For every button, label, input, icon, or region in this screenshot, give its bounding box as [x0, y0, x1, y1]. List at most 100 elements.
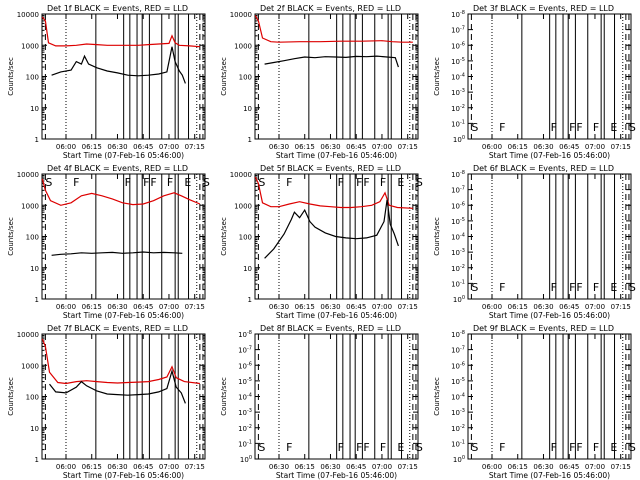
x-tick-label: 07:15 — [611, 463, 631, 471]
lld-series-line — [41, 16, 200, 48]
marker-letter: S — [258, 441, 265, 454]
panel-2: Det 2f BLACK = Events, RED = LLD 1 10 100 10… — [220, 4, 419, 160]
x-tick-label: 06:00 — [56, 303, 76, 311]
x-axis-label: Start Time (07-Feb-16 05:46:00) — [489, 151, 610, 160]
y-tick-label: 10-7 — [451, 346, 465, 355]
marker-letter: S — [203, 176, 210, 189]
y-tick-label: 1000 — [234, 42, 252, 50]
events-series-line — [51, 46, 186, 84]
y-tick-label: 10-3 — [451, 88, 465, 97]
marker-letter: F — [551, 441, 557, 454]
y-tick-label: 10-8 — [451, 330, 465, 339]
x-tick-label: 06:30 — [533, 143, 553, 151]
marker-letter: S — [629, 441, 636, 454]
x-tick-label: 07:00 — [585, 463, 605, 471]
x-tick-label: 06:30 — [269, 143, 289, 151]
y-tick-label: 10 — [30, 425, 39, 433]
marker-letter: S — [629, 121, 636, 134]
x-tick-label: 06:15 — [295, 463, 315, 471]
marker-letter: F — [338, 441, 344, 454]
y-tick-label: 10-7 — [238, 346, 252, 355]
y-tick-label: 100 — [26, 74, 39, 82]
x-tick-label: 06:15 — [508, 143, 528, 151]
y-tick-label: 10000 — [230, 11, 252, 19]
y-tick-label: 10-4 — [451, 233, 465, 242]
y-tick-label: 10000 — [17, 171, 39, 179]
x-tick-label: 06:30 — [320, 143, 340, 151]
y-axis-label: Counts/sec — [220, 57, 228, 96]
marker-letter: E — [610, 121, 617, 134]
y-tick-label: 10-2 — [451, 424, 465, 433]
y-tick-label: 10 — [30, 105, 39, 113]
x-tick-label: 07:00 — [159, 303, 179, 311]
x-tick-label: 06:45 — [559, 463, 579, 471]
marker-letter: F — [73, 176, 79, 189]
y-tick-label: 1000 — [21, 362, 39, 370]
y-tick-label: 10000 — [17, 331, 39, 339]
marker-letter: F — [363, 176, 369, 189]
marker-letter: S — [416, 176, 423, 189]
y-tick-label: 100 — [453, 295, 465, 304]
x-tick-label: 07:00 — [372, 463, 392, 471]
panel-title: Det 9f BLACK = Events, RED = LLD — [473, 324, 614, 333]
x-tick-label: 07:15 — [185, 463, 205, 471]
marker-letter: S — [45, 176, 52, 189]
y-tick-label: 10-4 — [451, 393, 465, 402]
y-tick-label: 1000 — [21, 202, 39, 210]
marker-letter: F — [499, 121, 505, 134]
marker-letter: F — [569, 281, 575, 294]
x-tick-label: 06:45 — [559, 143, 579, 151]
x-axis-label: Start Time (07-Feb-16 05:46:00) — [63, 471, 184, 480]
x-tick-label: 06:00 — [56, 143, 76, 151]
marker-letter: F — [551, 281, 557, 294]
panel-8: Det 8f BLACK = Events, RED = LLD 100 10-1 1… — [220, 324, 423, 480]
marker-letter: S — [471, 121, 478, 134]
y-tick-label: 10 — [243, 265, 252, 273]
y-tick-label: 1 — [35, 136, 39, 144]
x-tick-label: 07:00 — [372, 143, 392, 151]
marker-letter: F — [150, 176, 156, 189]
marker-letter: S — [416, 441, 423, 454]
events-series-line — [264, 199, 399, 259]
panel-3: Det 3f BLACK = Events, RED = LLD 100 10-1 1… — [433, 4, 636, 160]
x-axis-label: Start Time (07-Feb-16 05:46:00) — [489, 311, 610, 320]
y-axis-label: Counts/sec — [220, 377, 228, 416]
marker-letter: F — [125, 176, 131, 189]
panel-title: Det 1f BLACK = Events, RED = LLD — [47, 4, 188, 13]
panel-1: Det 1f BLACK = Events, RED = LLD 1 10 100 10… — [7, 4, 206, 160]
x-tick-label: 06:45 — [559, 303, 579, 311]
x-tick-label: 07:15 — [185, 303, 205, 311]
y-tick-label: 10-2 — [451, 264, 465, 273]
x-axis-label: Start Time (07-Feb-16 05:46:00) — [276, 311, 397, 320]
x-tick-label: 06:45 — [133, 303, 153, 311]
marker-letter: F — [356, 176, 362, 189]
marker-letter: F — [551, 121, 557, 134]
y-axis-label: Counts/sec — [433, 217, 441, 256]
y-tick-label: 10-6 — [451, 361, 465, 370]
x-tick-label: 06:15 — [82, 463, 102, 471]
y-tick-label: 10-8 — [451, 170, 465, 179]
marker-letter: S — [258, 176, 265, 189]
y-tick-label: 1 — [35, 456, 39, 464]
x-tick-label: 06:30 — [533, 463, 553, 471]
y-tick-label: 10 — [30, 265, 39, 273]
x-tick-label: 06:00 — [482, 463, 502, 471]
marker-letter: F — [576, 441, 582, 454]
y-tick-label: 1000 — [234, 202, 252, 210]
marker-letter: F — [576, 281, 582, 294]
y-tick-label: 10-5 — [238, 377, 252, 386]
x-tick-label: 06:30 — [107, 303, 127, 311]
marker-letter: F — [593, 441, 599, 454]
x-tick-label: 06:30 — [269, 463, 289, 471]
events-series-line — [49, 368, 186, 404]
x-axis-label: Start Time (07-Feb-16 05:46:00) — [489, 471, 610, 480]
y-tick-label: 10-5 — [451, 377, 465, 386]
y-tick-label: 1 — [35, 296, 39, 304]
panel-title: Det 3f BLACK = Events, RED = LLD — [473, 4, 614, 13]
y-tick-label: 100 — [26, 234, 39, 242]
y-tick-label: 10-3 — [451, 248, 465, 257]
panel-title: Det 7f BLACK = Events, RED = LLD — [47, 324, 188, 333]
marker-letter: S — [471, 441, 478, 454]
y-tick-label: 100 — [239, 74, 252, 82]
y-tick-label: 10-6 — [451, 41, 465, 50]
